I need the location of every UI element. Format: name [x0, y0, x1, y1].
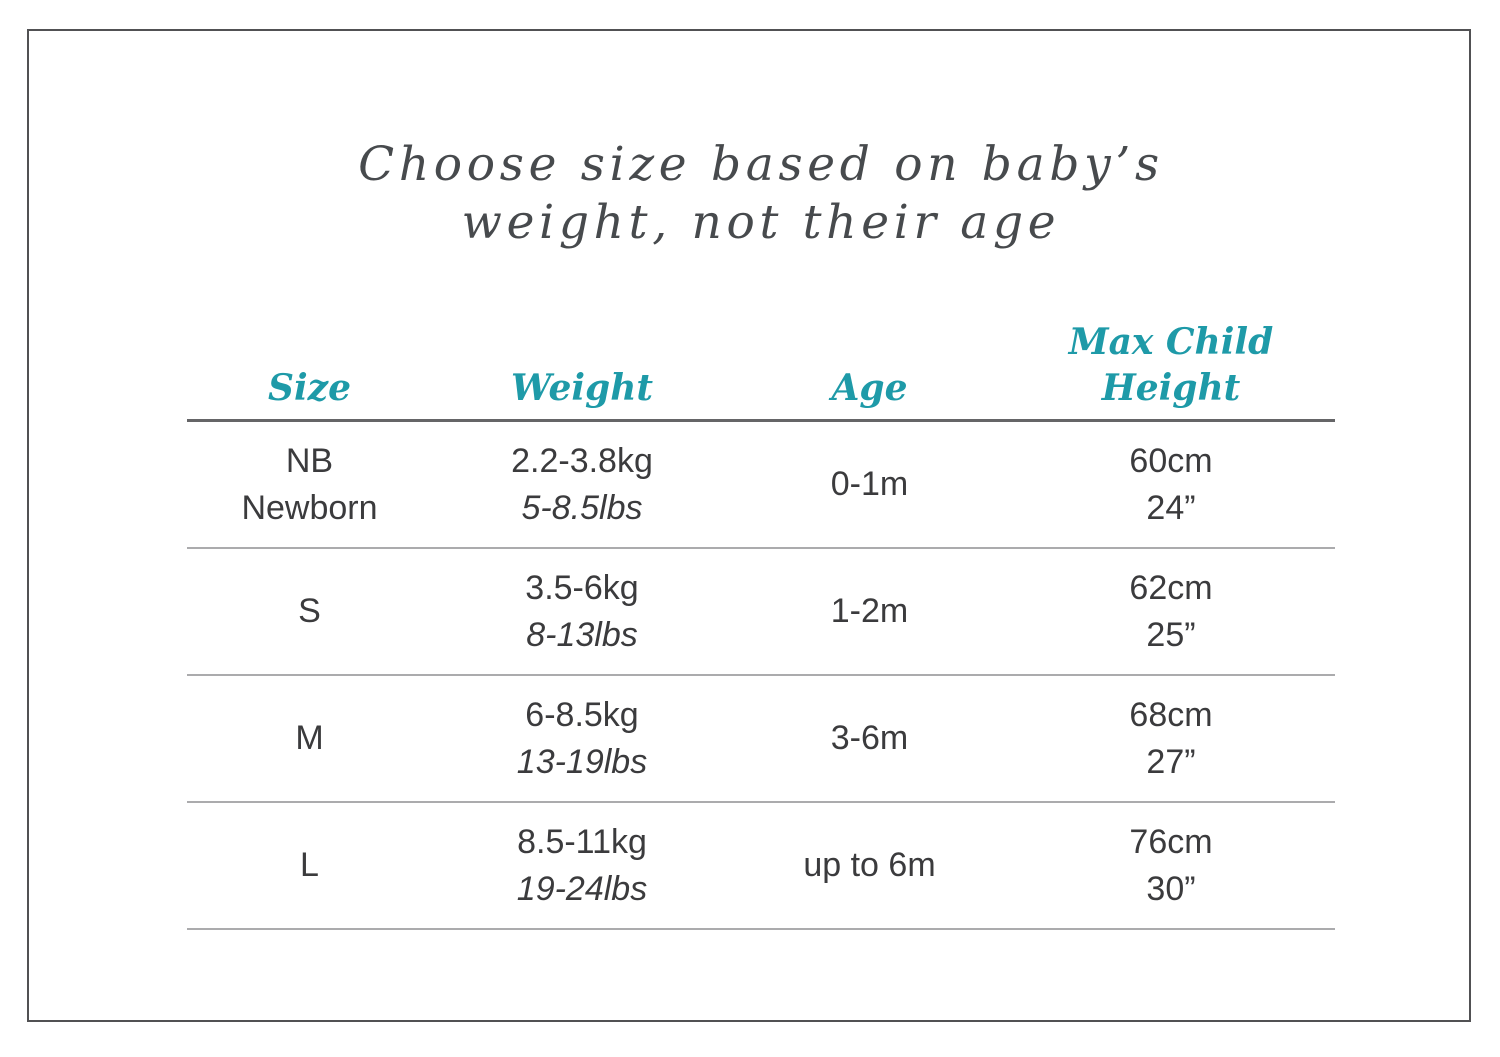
size-code: NB	[285, 441, 334, 480]
height-in: 24”	[1146, 488, 1196, 527]
cell-age: 1-2m	[732, 588, 1007, 635]
size-code: L	[300, 846, 319, 885]
weight-kg: 2.2-3.8kg	[511, 441, 653, 480]
header-age: Age	[831, 367, 908, 410]
cell-weight: 2.2-3.8kg 5-8.5lbs	[432, 438, 732, 532]
cell-max-height: 76cm 30”	[1007, 819, 1335, 913]
height-in: 30”	[1146, 869, 1196, 908]
weight-lbs: 5-8.5lbs	[521, 488, 643, 527]
cell-size: S	[187, 588, 432, 635]
chart-title: Choose size based on baby’s weight, not …	[187, 136, 1335, 253]
size-chart-content: Choose size based on baby’s weight, not …	[187, 136, 1335, 931]
header-size: Size	[267, 367, 352, 410]
weight-lbs: 19-24lbs	[516, 869, 648, 908]
size-chart-frame: Choose size based on baby’s weight, not …	[27, 29, 1471, 1022]
height-cm: 60cm	[1129, 441, 1213, 480]
header-max-child-height: Max Child Height	[1068, 320, 1274, 410]
height-in: 27”	[1146, 742, 1196, 781]
table-row-medium: M 6-8.5kg 13-19lbs 3-6m 68cm 27”	[187, 676, 1335, 804]
table-header-row: Size Weight Age Max Child Height	[187, 319, 1335, 423]
cell-weight: 6-8.5kg 13-19lbs	[432, 692, 732, 786]
table-row-newborn: NB Newborn 2.2-3.8kg 5-8.5lbs 0-1m 60cm …	[187, 422, 1335, 550]
age-range: 3-6m	[830, 719, 909, 758]
weight-kg: 3.5-6kg	[525, 568, 639, 607]
size-code: M	[295, 719, 324, 758]
size-name: Newborn	[241, 488, 378, 527]
header-weight: Weight	[510, 367, 654, 410]
height-cm: 62cm	[1129, 568, 1213, 607]
weight-kg: 6-8.5kg	[525, 695, 639, 734]
height-cm: 68cm	[1129, 695, 1213, 734]
cell-age: up to 6m	[732, 842, 1007, 889]
age-range: 0-1m	[830, 465, 909, 504]
cell-size: NB Newborn	[187, 438, 432, 532]
cell-max-height: 68cm 27”	[1007, 692, 1335, 786]
cell-weight: 8.5-11kg 19-24lbs	[432, 819, 732, 913]
cell-max-height: 62cm 25”	[1007, 565, 1335, 659]
age-range: 1-2m	[830, 592, 909, 631]
cell-weight: 3.5-6kg 8-13lbs	[432, 565, 732, 659]
weight-lbs: 13-19lbs	[516, 742, 648, 781]
weight-kg: 8.5-11kg	[517, 822, 647, 861]
chart-title-line-1: Choose size based on baby’s	[358, 137, 1164, 192]
cell-size: M	[187, 715, 432, 762]
age-range: up to 6m	[803, 846, 936, 885]
chart-title-line-2: weight, not their age	[461, 195, 1061, 251]
cell-max-height: 60cm 24”	[1007, 438, 1335, 532]
weight-lbs: 8-13lbs	[526, 615, 638, 654]
size-code: S	[298, 592, 321, 631]
cell-size: L	[187, 842, 432, 889]
height-cm: 76cm	[1129, 822, 1213, 861]
cell-age: 3-6m	[732, 715, 1007, 762]
table-row-small: S 3.5-6kg 8-13lbs 1-2m 62cm 25”	[187, 549, 1335, 677]
size-table: Size Weight Age Max Child Height NB Newb…	[187, 319, 1335, 931]
table-row-large: L 8.5-11kg 19-24lbs up to 6m 76cm 30”	[187, 803, 1335, 931]
cell-age: 0-1m	[732, 461, 1007, 508]
height-in: 25”	[1146, 615, 1196, 654]
